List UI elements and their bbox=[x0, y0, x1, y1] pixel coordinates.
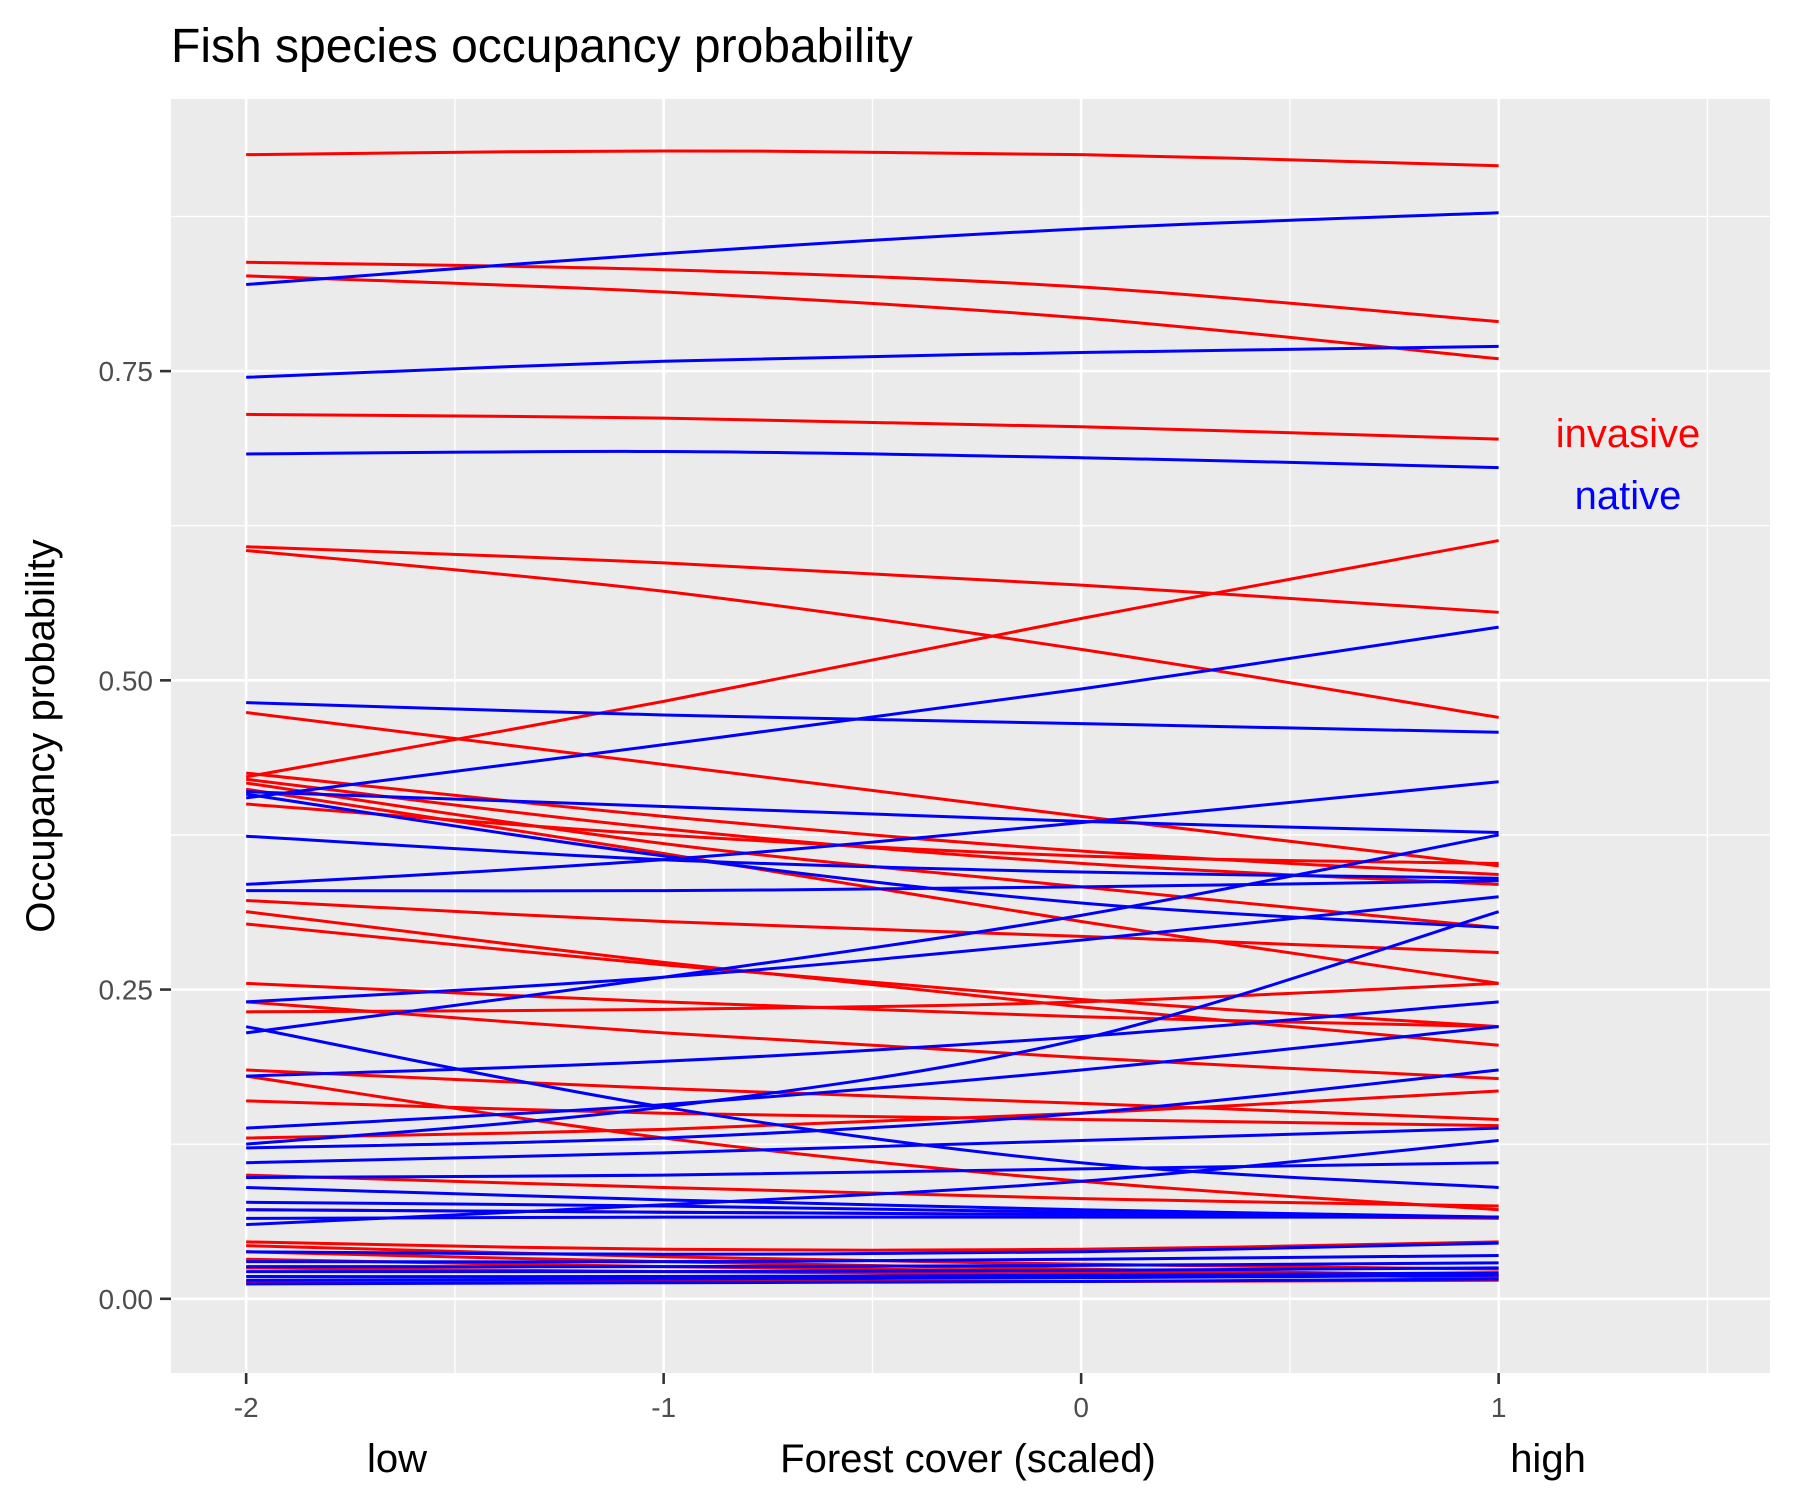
x-axis-title: Forest cover (scaled) bbox=[780, 1437, 1156, 1481]
invasive-species-line bbox=[245, 910, 1499, 1047]
native-species-line bbox=[246, 834, 1499, 880]
invasive-species-line bbox=[246, 260, 1499, 324]
x-tick-label: 1 bbox=[1491, 1392, 1507, 1423]
invasive-species-line bbox=[246, 149, 1499, 168]
y-tick-label: 0.75 bbox=[99, 356, 154, 387]
native-species-line bbox=[245, 792, 1499, 930]
invasive-species-line bbox=[246, 1068, 1499, 1121]
invasive-species-line bbox=[246, 899, 1499, 954]
invasive-species-line bbox=[246, 1240, 1499, 1252]
chart-title: Fish species occupancy probability bbox=[171, 20, 913, 73]
native-species-line bbox=[246, 1241, 1499, 1256]
x-tick-label: 0 bbox=[1073, 1392, 1089, 1423]
native-species-line bbox=[246, 1277, 1499, 1286]
x-end-label-low: low bbox=[367, 1437, 427, 1481]
y-tick-label: 0.00 bbox=[99, 1284, 154, 1315]
group-label-invasive: invasive bbox=[1556, 412, 1701, 456]
invasive-species-line bbox=[246, 545, 1499, 614]
invasive-species-line bbox=[246, 802, 1499, 865]
series-layer bbox=[245, 149, 1500, 1286]
x-tick-label: -1 bbox=[651, 1392, 676, 1423]
native-species-line bbox=[246, 701, 1499, 734]
native-species-line bbox=[245, 625, 1499, 800]
native-species-line bbox=[246, 344, 1499, 379]
native-species-line bbox=[246, 879, 1499, 893]
native-species-line bbox=[246, 211, 1499, 287]
invasive-species-line bbox=[245, 711, 1499, 868]
invasive-species-line bbox=[245, 539, 1499, 779]
x-tick-label: -2 bbox=[234, 1392, 259, 1423]
invasive-species-line bbox=[246, 412, 1499, 441]
y-tick-label: 0.25 bbox=[99, 975, 154, 1006]
native-species-line bbox=[246, 790, 1499, 834]
y-tick-label: 0.50 bbox=[99, 665, 154, 696]
native-species-line bbox=[246, 1025, 1499, 1130]
invasive-species-line bbox=[246, 981, 1499, 1014]
native-species-line bbox=[246, 449, 1499, 470]
x-axis: -2 -1 0 1 bbox=[234, 1373, 1507, 1423]
invasive-species-line bbox=[246, 548, 1499, 719]
plot-panel bbox=[171, 99, 1770, 1373]
invasive-species-line bbox=[246, 922, 1499, 1029]
native-species-line bbox=[246, 1126, 1499, 1165]
y-axis: 0.00 0.25 0.50 0.75 bbox=[99, 356, 171, 1315]
native-species-line bbox=[246, 1271, 1499, 1279]
invasive-species-line bbox=[245, 1074, 1499, 1212]
invasive-species-line bbox=[246, 1089, 1499, 1140]
y-axis-title: Occupancy probability bbox=[19, 539, 63, 933]
native-species-line bbox=[246, 895, 1499, 1004]
native-species-line bbox=[246, 1000, 1499, 1078]
native-species-line bbox=[246, 1273, 1499, 1282]
native-species-line bbox=[246, 1138, 1499, 1227]
native-species-line bbox=[246, 910, 1500, 1146]
native-species-line bbox=[246, 1266, 1499, 1274]
invasive-species-line bbox=[246, 1099, 1499, 1128]
native-species-line bbox=[245, 1025, 1499, 1189]
native-species-line bbox=[246, 1215, 1499, 1220]
invasive-species-line bbox=[246, 1000, 1499, 1081]
invasive-species-line bbox=[246, 274, 1499, 361]
native-species-line bbox=[246, 780, 1499, 886]
native-species-line bbox=[246, 1261, 1499, 1269]
group-labels: invasive native bbox=[1556, 412, 1701, 518]
native-species-line bbox=[246, 1068, 1499, 1150]
x-end-label-high: high bbox=[1510, 1437, 1586, 1481]
native-species-line bbox=[246, 1161, 1499, 1180]
native-species-line bbox=[246, 1254, 1499, 1264]
invasive-species-line bbox=[245, 771, 1499, 877]
group-label-native: native bbox=[1575, 474, 1682, 518]
native-species-line bbox=[245, 833, 1499, 1035]
